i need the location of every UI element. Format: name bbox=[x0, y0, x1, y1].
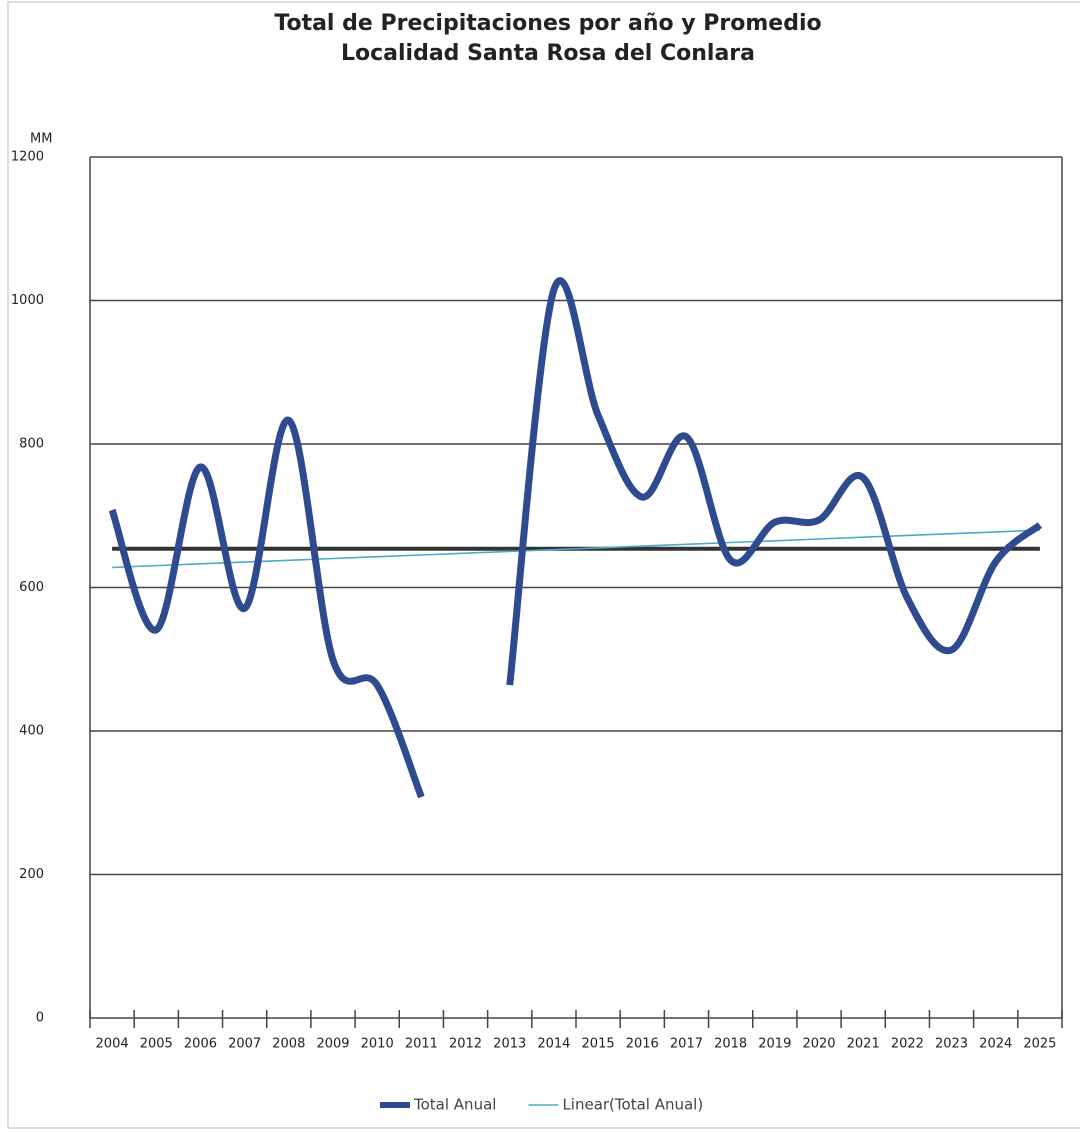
x-tick-label: 2019 bbox=[758, 1037, 791, 1052]
y-tick-label: 0 bbox=[36, 1011, 44, 1026]
legend-label: Linear(Total Anual) bbox=[562, 1096, 703, 1114]
x-tick-label: 2009 bbox=[316, 1037, 349, 1052]
x-tick-label: 2011 bbox=[405, 1037, 438, 1052]
x-tick-label: 2022 bbox=[891, 1037, 924, 1052]
x-tick-label: 2013 bbox=[493, 1037, 526, 1052]
x-tick-label: 2016 bbox=[626, 1037, 659, 1052]
y-tick-label: 1200 bbox=[11, 150, 44, 165]
y-tick-label: 800 bbox=[19, 437, 44, 452]
x-tick-label: 2008 bbox=[272, 1037, 305, 1052]
y-tick-label: 200 bbox=[19, 867, 44, 882]
legend-label: Total Anual bbox=[413, 1096, 496, 1114]
x-tick-label: 2017 bbox=[670, 1037, 703, 1052]
x-tick-label: 2018 bbox=[714, 1037, 747, 1052]
x-tick-label: 2005 bbox=[140, 1037, 173, 1052]
x-tick-label: 2023 bbox=[935, 1037, 968, 1052]
x-tick-label: 2014 bbox=[537, 1037, 570, 1052]
x-tick-label: 2010 bbox=[361, 1037, 394, 1052]
x-tick-label: 2020 bbox=[802, 1037, 835, 1052]
x-tick-label: 2004 bbox=[96, 1037, 129, 1052]
frame bbox=[7, 1, 1080, 1129]
series-line bbox=[506, 277, 1043, 686]
series-line bbox=[108, 416, 425, 799]
y-tick-label: 400 bbox=[19, 724, 44, 739]
x-tick-label: 2021 bbox=[847, 1037, 880, 1052]
chart-subtitle: Localidad Santa Rosa del Conlara bbox=[341, 41, 755, 66]
y-axis-label: MM bbox=[30, 132, 52, 147]
x-tick-label: 2025 bbox=[1023, 1037, 1056, 1052]
x-tick-label: 2007 bbox=[228, 1037, 261, 1052]
chart-title: Total de Precipitaciones por año y Prome… bbox=[274, 11, 821, 36]
y-tick-label: 1000 bbox=[11, 293, 44, 308]
x-tick-label: 2024 bbox=[979, 1037, 1012, 1052]
x-tick-label: 2015 bbox=[582, 1037, 615, 1052]
y-tick-label: 600 bbox=[19, 580, 44, 595]
x-tick-label: 2012 bbox=[449, 1037, 482, 1052]
x-tick-label: 2006 bbox=[184, 1037, 217, 1052]
